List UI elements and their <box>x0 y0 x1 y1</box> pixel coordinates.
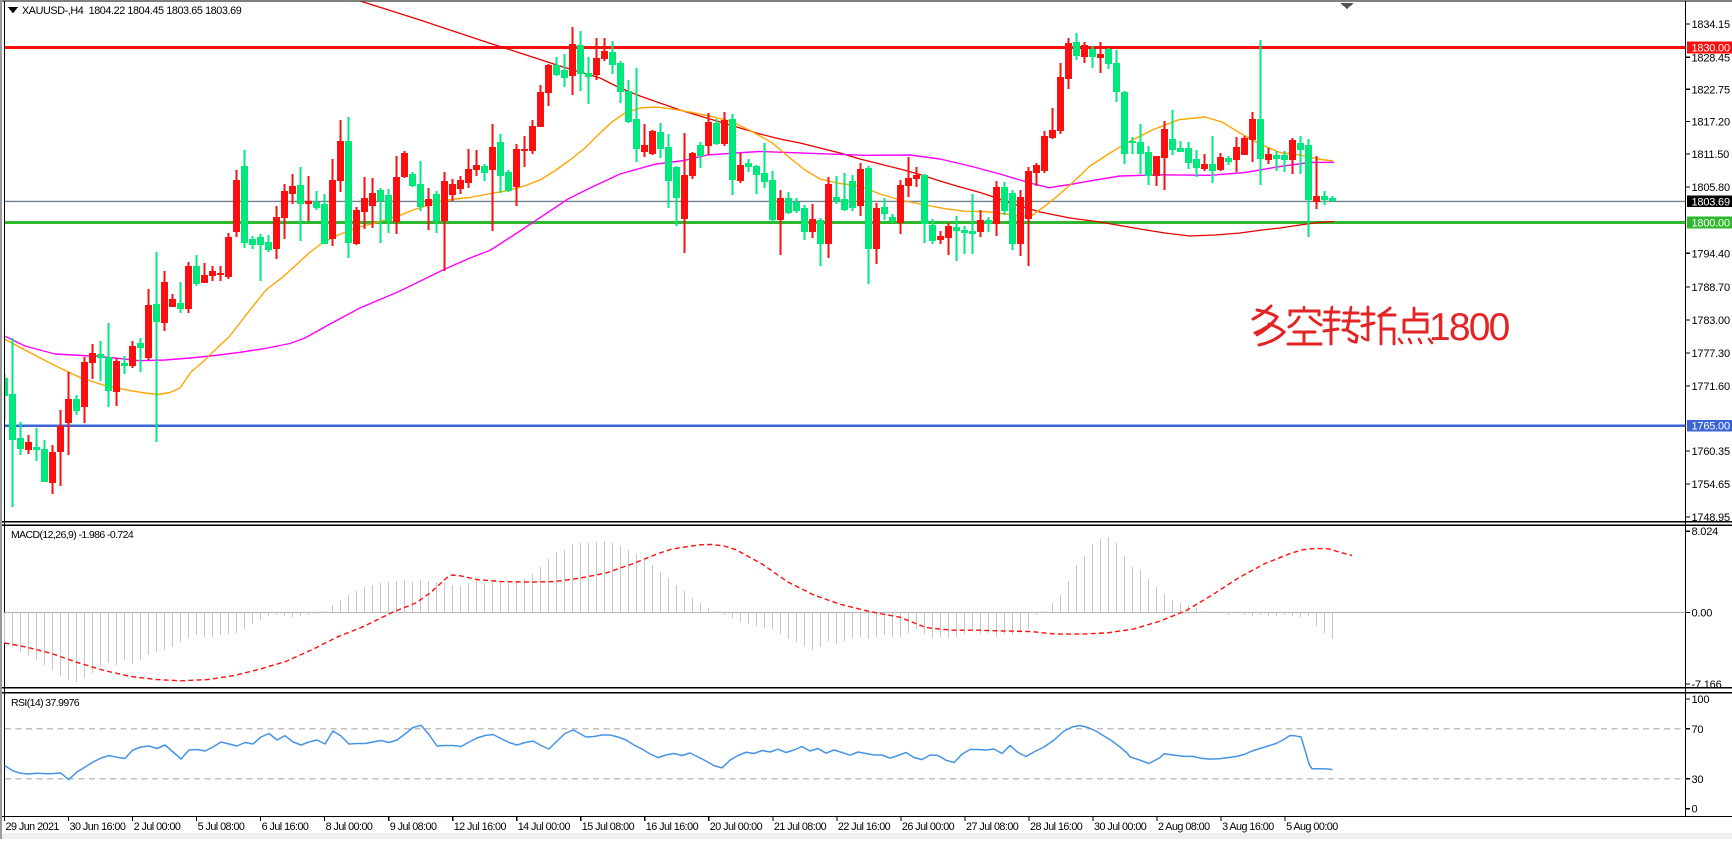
svg-text:70: 70 <box>1692 724 1704 736</box>
svg-text:28 Jul 16:00: 28 Jul 16:00 <box>1030 821 1083 833</box>
svg-text:MACD(12,26,9) -1.986 -0.724: MACD(12,26,9) -1.986 -0.724 <box>11 529 134 541</box>
svg-text:15 Jul 08:00: 15 Jul 08:00 <box>582 821 635 833</box>
svg-text:1748.95: 1748.95 <box>1692 512 1730 524</box>
svg-text:12 Jul 16:00: 12 Jul 16:00 <box>454 821 507 833</box>
svg-text:5 Jul 08:00: 5 Jul 08:00 <box>198 821 245 833</box>
svg-text:1788.70: 1788.70 <box>1692 282 1730 294</box>
svg-text:27 Jul 08:00: 27 Jul 08:00 <box>966 821 1019 833</box>
svg-text:0.00: 0.00 <box>1692 608 1713 620</box>
svg-text:1811.50: 1811.50 <box>1692 149 1730 161</box>
svg-text:1834.15: 1834.15 <box>1692 19 1730 31</box>
svg-text:1830.00: 1830.00 <box>1692 43 1730 55</box>
svg-text:2 Jul 00:00: 2 Jul 00:00 <box>134 821 181 833</box>
svg-text:14 Jul 00:00: 14 Jul 00:00 <box>518 821 571 833</box>
svg-text:1800.00: 1800.00 <box>1692 218 1730 230</box>
svg-text:20 Jul 00:00: 20 Jul 00:00 <box>710 821 763 833</box>
svg-text:9 Jul 08:00: 9 Jul 08:00 <box>390 821 437 833</box>
svg-text:1771.60: 1771.60 <box>1692 381 1730 393</box>
svg-text:8.024: 8.024 <box>1692 526 1719 538</box>
svg-text:30 Jun 16:00: 30 Jun 16:00 <box>70 821 126 833</box>
svg-text:0: 0 <box>1692 804 1698 816</box>
svg-text:1805.80: 1805.80 <box>1692 182 1730 194</box>
svg-text:29 Jun 2021: 29 Jun 2021 <box>6 821 60 833</box>
svg-text:1754.65: 1754.65 <box>1692 479 1730 491</box>
svg-text:1765.00: 1765.00 <box>1692 421 1730 433</box>
svg-text:1760.35: 1760.35 <box>1692 446 1730 458</box>
svg-text:1817.20: 1817.20 <box>1692 117 1730 129</box>
svg-text:30: 30 <box>1692 774 1704 786</box>
svg-text:1803.69: 1803.69 <box>1692 196 1730 208</box>
svg-text:1783.00: 1783.00 <box>1692 315 1730 327</box>
svg-text:RSI(14) 37.9976: RSI(14) 37.9976 <box>11 697 80 709</box>
svg-text:1828.45: 1828.45 <box>1692 52 1730 64</box>
svg-text:16 Jul 16:00: 16 Jul 16:00 <box>646 821 699 833</box>
svg-text:-7.166: -7.166 <box>1692 679 1722 691</box>
svg-text:100: 100 <box>1692 694 1710 706</box>
svg-text:30 Jul 00:00: 30 Jul 00:00 <box>1094 821 1147 833</box>
svg-text:1822.75: 1822.75 <box>1692 84 1730 96</box>
svg-text:21 Jul 08:00: 21 Jul 08:00 <box>774 821 827 833</box>
svg-text:XAUUSD-,H4 1804.22 1804.45 18: XAUUSD-,H4 1804.22 1804.45 1803.65 1803.… <box>22 5 242 17</box>
svg-text:1777.30: 1777.30 <box>1692 348 1730 360</box>
svg-text:8 Jul 00:00: 8 Jul 00:00 <box>326 821 373 833</box>
svg-text:1794.40: 1794.40 <box>1692 248 1730 260</box>
svg-text:6 Jul 16:00: 6 Jul 16:00 <box>262 821 309 833</box>
svg-text:26 Jul 00:00: 26 Jul 00:00 <box>902 821 955 833</box>
svg-text:5 Aug 00:00: 5 Aug 00:00 <box>1286 821 1338 833</box>
svg-text:2 Aug 08:00: 2 Aug 08:00 <box>1158 821 1210 833</box>
svg-text:22 Jul 16:00: 22 Jul 16:00 <box>838 821 891 833</box>
svg-text:3 Aug 16:00: 3 Aug 16:00 <box>1222 821 1274 833</box>
svg-text:1800: 1800 <box>1429 306 1510 349</box>
